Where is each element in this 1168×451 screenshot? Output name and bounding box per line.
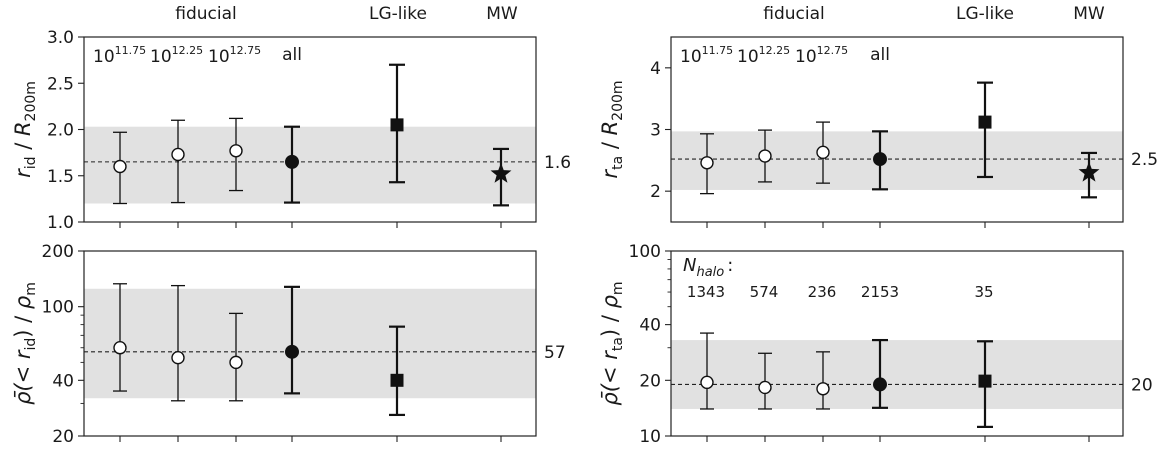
mass-label-3-exp-r: 12.75: [817, 44, 849, 57]
nhalo-label-sub: halo: [696, 265, 724, 280]
data-point-rid-5: [490, 162, 512, 183]
scatter-band-rho_id: [84, 288, 536, 399]
y-tick-label-rta-0: 2: [650, 182, 661, 202]
data-point-rho_id-3: [285, 344, 299, 359]
data-point-rid-0: [113, 159, 127, 174]
data-point-rho_ta-0: [700, 375, 714, 390]
y-tick-label-rho_id-2: 100: [42, 298, 74, 318]
data-point-rho_ta-4: [978, 374, 992, 388]
data-point-rta-0: [700, 156, 714, 170]
panel-rho_id: 20 40 100 200 57 ρ̄(< rid) / ρm: [11, 242, 566, 447]
count-1: 1343: [687, 283, 725, 301]
data-point-rta-2: [816, 145, 830, 160]
y-axis-label-rta: rta / R200m: [598, 80, 626, 178]
mass-label-1-exp: 11.75: [115, 44, 147, 57]
data-point-rho_id-4: [390, 373, 404, 387]
mass-labels-right: 1011.75 1012.25 1012.75 all: [680, 44, 890, 67]
y-tick-label-rid-2: 2.0: [47, 121, 74, 141]
y-tick-label-rid-0: 1.0: [47, 213, 74, 233]
axes-frame-rho_id: [83, 250, 537, 437]
fiducial-label-right: fiducial: [763, 4, 824, 24]
panel-rho_ta: 10 20 40 100 20 ρ̄(< rta) / ρm: [598, 242, 1153, 447]
mass-labels-left: 1011.75 1012.25 1012.75 all: [93, 44, 302, 67]
mass-label-2-base: 10: [150, 47, 172, 67]
y-tick-label-rta-1: 3: [650, 121, 661, 141]
mass-label-3-base-r: 10: [795, 47, 817, 67]
mass-label-1-base: 10: [93, 47, 115, 67]
panel-rid: 1.0 1.5 2.0 2.5 3.0 1.6 rid / R200m: [11, 28, 571, 233]
fiducial-label-left: fiducial: [175, 4, 236, 24]
y-axis-label-rid: rid / R200m: [11, 81, 39, 178]
mass-label-1-exp-r: 11.75: [702, 44, 734, 57]
count-4: 2153: [861, 283, 899, 301]
svg-text:1012.75: 1012.75: [795, 44, 848, 67]
scatter-band-rta: [671, 131, 1123, 190]
mass-label-2-exp: 12.25: [172, 44, 204, 57]
reference-value-rta: 2.5: [1131, 150, 1158, 170]
mass-label-3-exp: 12.75: [230, 44, 262, 57]
y-tick-label-rho_ta-0: 10: [639, 427, 661, 447]
scatter-band-rho_ta: [671, 340, 1123, 409]
reference-value-rid: 1.6: [544, 153, 571, 173]
mass-label-3-base: 10: [208, 47, 230, 67]
mw-label-left: MW: [486, 4, 518, 24]
data-point-rho_ta-3: [873, 377, 887, 392]
mass-label-2-exp-r: 12.25: [759, 44, 791, 57]
svg-text:1011.75: 1011.75: [680, 44, 733, 67]
count-2: 574: [750, 283, 779, 301]
y-axis-label-rho_ta: ρ̄(< rta) / ρm: [598, 281, 626, 405]
y-tick-label-rid-1: 1.5: [47, 167, 74, 187]
data-point-rta-3: [873, 152, 887, 167]
count-5: 35: [974, 283, 993, 301]
nhalo-label: Nhalo:: [683, 255, 733, 280]
mass-label-all: all: [282, 45, 302, 65]
data-point-rho_ta-1: [758, 380, 772, 395]
data-point-rho_id-2: [229, 355, 243, 370]
y-tick-label-rho_ta-2: 40: [639, 316, 661, 336]
data-point-rid-1: [171, 147, 185, 162]
data-point-rho_id-0: [113, 341, 127, 355]
nhalo-label-main: N: [683, 255, 696, 276]
scatter-band-rid: [84, 126, 536, 204]
panel-rta: 2 3 4 2.5 rta / R200m: [598, 36, 1158, 228]
data-point-rta-1: [758, 149, 772, 163]
nhalo-label-colon: :: [727, 255, 733, 276]
lg-like-label-left: LG-like: [369, 4, 427, 24]
axes-frame-rho_ta: [670, 250, 1124, 437]
data-point-rho_id-1: [171, 350, 185, 365]
data-point-rta-5: [1078, 161, 1100, 182]
mass-label-all-r: all: [870, 45, 890, 65]
mw-label-right: MW: [1073, 4, 1105, 24]
y-tick-label-rid-4: 3.0: [47, 28, 74, 48]
svg-text:1012.75: 1012.75: [208, 44, 261, 67]
data-point-rid-4: [390, 118, 404, 132]
y-tick-label-rho_id-3: 200: [42, 242, 74, 262]
y-tick-label-rid-3: 2.5: [47, 74, 74, 94]
mass-label-2-base-r: 10: [737, 47, 759, 67]
count-3: 236: [808, 283, 837, 301]
lg-like-label-right: LG-like: [956, 4, 1014, 24]
data-point-rid-3: [285, 154, 299, 169]
y-tick-label-rho_ta-1: 20: [639, 371, 661, 391]
reference-value-rho_ta: 20: [1131, 375, 1153, 395]
mass-label-1-base-r: 10: [680, 47, 702, 67]
y-tick-label-rho_ta-3: 100: [629, 242, 661, 262]
svg-text:1011.75: 1011.75: [93, 44, 146, 67]
data-point-rta-4: [978, 115, 992, 129]
y-axis-label-rho_id: ρ̄(< rid) / ρm: [11, 282, 39, 405]
reference-value-rho_id: 57: [544, 343, 566, 363]
halo-counts: 1343 574 236 2153 35: [687, 283, 994, 301]
svg-text:1012.25: 1012.25: [150, 44, 203, 67]
y-tick-label-rta-2: 4: [650, 59, 661, 79]
data-point-rid-2: [229, 144, 243, 158]
y-tick-label-rho_id-1: 40: [52, 371, 74, 391]
y-tick-label-rho_id-0: 20: [52, 427, 74, 447]
svg-text:1012.25: 1012.25: [737, 44, 790, 67]
data-point-rho_ta-2: [816, 382, 830, 396]
